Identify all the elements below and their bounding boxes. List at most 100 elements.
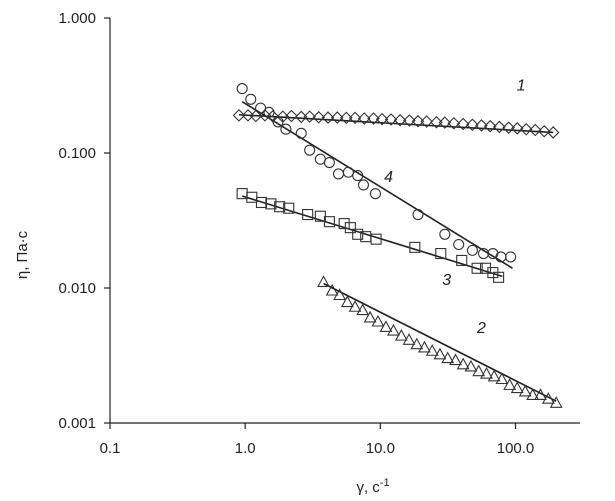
data-point-diamond [241, 109, 255, 122]
data-point-triangle [549, 396, 563, 408]
data-point-diamond [357, 112, 371, 125]
data-point-diamond [393, 113, 407, 127]
y-tick-label: 0.010 [58, 280, 96, 297]
data-point-circle [314, 153, 326, 165]
data-point-diamond [528, 123, 542, 137]
data-point-circle [453, 238, 465, 251]
series-label-1: 1 [517, 78, 526, 95]
data-point-triangle [333, 288, 347, 301]
data-point-diamond [411, 114, 425, 128]
data-point-circle [352, 170, 364, 182]
data-point-triangle [518, 384, 532, 397]
data-point-triangle [387, 323, 400, 336]
data-point-diamond [483, 119, 497, 133]
data-point-diamond [375, 112, 389, 126]
data-point-triangle [510, 381, 524, 394]
data-point-square [338, 218, 350, 230]
data-point-diamond [456, 117, 470, 131]
data-point-diamond [420, 115, 433, 128]
data-point-square [456, 254, 468, 266]
data-point-triangle [379, 320, 393, 333]
data-point-diamond [232, 109, 246, 122]
data-point-diamond [466, 118, 479, 131]
data-point-square [370, 233, 382, 245]
fit-line-2 [323, 282, 557, 402]
data-point-triangle [449, 353, 462, 366]
data-point-square [323, 216, 335, 228]
data-point-diamond [330, 111, 344, 124]
data-point-square [302, 209, 314, 221]
series-label-4: 4 [384, 169, 393, 186]
data-point-diamond [493, 120, 506, 134]
x-axis-title: γ, с-1 [356, 477, 389, 496]
data-point-circle [466, 244, 478, 256]
series-label-3: 3 [442, 272, 451, 289]
data-point-square [435, 247, 447, 260]
data-point-circle [323, 156, 335, 169]
data-point-square [265, 198, 277, 210]
data-point-circle [369, 188, 381, 200]
data-point-square [344, 222, 356, 234]
data-point-square [283, 202, 295, 214]
data-point-diamond [348, 111, 362, 125]
data-point-triangle [526, 388, 540, 400]
data-point-diamond [447, 117, 461, 130]
axes: 0.001 0.010 0.100 1.000 0.1 1.0 10.0 100.0 [58, 10, 580, 457]
data-point-circle [295, 127, 307, 139]
data-point-triangle [348, 300, 362, 312]
data-point-diamond [384, 113, 398, 126]
fit-line-3 [241, 195, 503, 278]
data-point-circle [477, 247, 490, 260]
data-point-circle [245, 93, 257, 105]
x-tick-label: 100.0 [497, 440, 535, 457]
y-tick-label: 0.100 [58, 145, 96, 162]
data-point-diamond [537, 124, 551, 138]
data-point-circle [357, 179, 370, 191]
data-point-square [409, 241, 421, 253]
y-axis-title: η, Па·с [14, 230, 31, 279]
data-point-triangle [480, 367, 493, 379]
data-point-diamond [285, 109, 298, 123]
data-point-triangle [317, 275, 330, 287]
data-point-circle [342, 166, 354, 178]
data-point-diamond [438, 116, 452, 129]
data-point-circle [412, 209, 424, 221]
data-point-triangle [410, 337, 424, 350]
y-tick-label: 0.001 [58, 415, 96, 432]
data-point-triangle [541, 392, 555, 404]
data-point-square [352, 228, 364, 240]
y-tick-label: 1.000 [58, 10, 96, 27]
data-point-circle [280, 123, 292, 135]
data-point-triangle [402, 333, 416, 345]
data-point-triangle [503, 378, 517, 390]
data-point-square [255, 196, 268, 209]
data-point-circle [236, 83, 248, 95]
data-point-triangle [487, 369, 501, 382]
data-point-circle [332, 168, 345, 180]
data-point-square [493, 271, 505, 283]
fit-lines [238, 100, 557, 402]
series-labels: 1 4 3 2 [384, 78, 525, 337]
data-point-diamond [340, 111, 353, 125]
data-point-diamond [546, 126, 560, 139]
data-point-triangle [371, 314, 385, 327]
data-point-diamond [475, 119, 488, 132]
data-point-triangle [456, 357, 470, 370]
x-tick-label: 0.1 [100, 440, 121, 457]
data-point-diamond [430, 115, 443, 129]
data-point-circle [263, 106, 275, 118]
data-point-triangle [418, 340, 431, 353]
series-label-2: 2 [476, 320, 486, 337]
data-point-square [274, 201, 286, 213]
data-point-triangle [433, 347, 447, 360]
data-point-diamond [510, 122, 524, 135]
fit-line-4 [241, 100, 513, 269]
data-point-diamond [502, 121, 515, 134]
x-axis-title-sup: -1 [380, 477, 390, 489]
data-point-diamond [403, 114, 416, 127]
data-point-triangle [495, 372, 509, 385]
data-point-diamond [367, 112, 380, 125]
x-axis-title-text: γ, с [356, 479, 380, 496]
data-point-square [479, 262, 492, 274]
